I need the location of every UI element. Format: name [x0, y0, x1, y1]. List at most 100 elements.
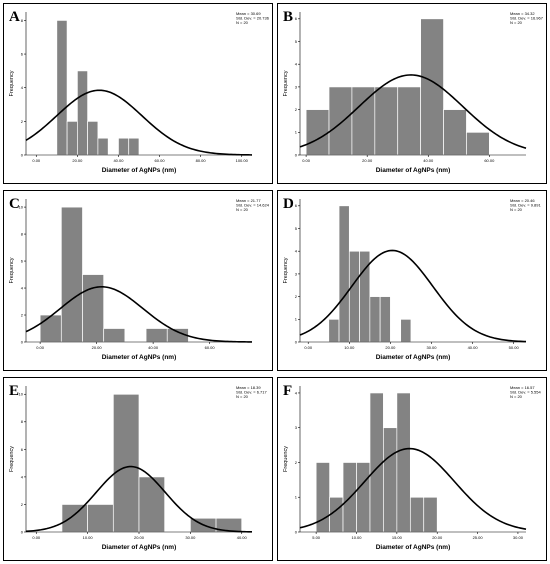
histogram-bar	[56, 20, 68, 156]
y-axis-label: Frequency	[9, 257, 15, 283]
histogram-e: E 0.00 10.00 20.00 30.00 40.00 0 2 4 6 8 10 Diameter…	[9, 383, 267, 551]
x-tick-label: 5.00	[312, 535, 321, 540]
histogram-bar	[97, 137, 109, 156]
y-tick-label: 8	[21, 231, 24, 236]
y-tick-label: 6	[21, 447, 24, 452]
stats-n: N = 20	[510, 394, 523, 399]
panel-label: B	[283, 9, 293, 25]
y-tick-label: 0	[21, 339, 24, 344]
y-axis-label: Frequency	[9, 70, 15, 96]
stats-mean: Mean = 16.57	[510, 385, 535, 390]
panel-label: F	[283, 383, 292, 399]
y-tick-label: 2	[295, 107, 298, 112]
normal-curve	[299, 249, 527, 343]
histogram-bar	[383, 427, 398, 533]
histogram-bar	[396, 392, 411, 533]
x-tick-label: 60.00	[484, 158, 495, 163]
y-tick-label: 8	[21, 18, 24, 23]
y-tick-label: 2	[21, 119, 24, 124]
x-tick-label: 0.00	[304, 345, 313, 350]
histogram-bar	[60, 206, 83, 343]
x-axis-label: Diameter of AgNPs (nm)	[376, 354, 451, 361]
x-axis-label: Diameter of AgNPs (nm)	[102, 167, 177, 174]
stats-mean: Mean = 30.69	[236, 11, 261, 16]
y-tick-label: 0	[295, 339, 298, 344]
stats-std-dev: Std. Dev. = 14.624	[236, 203, 270, 208]
x-tick-label: 20.00	[72, 158, 83, 163]
x-tick-label: 60.00	[205, 345, 216, 350]
x-tick-label: 20.00	[134, 535, 145, 540]
histogram-a: A 0.00 20.00 40.00 60.00 80.00 100.00 0 2 4 6 8 Diam…	[9, 9, 270, 174]
stats-mean: Mean = 34.32	[510, 11, 535, 16]
normal-curve	[299, 447, 527, 530]
histogram-bar	[374, 86, 399, 156]
stats-mean: Mean = 18.39	[236, 385, 261, 390]
histogram-bar	[112, 393, 140, 533]
histogram-bar	[138, 476, 166, 533]
stats-mean: Mean = 21.77	[236, 198, 261, 203]
histogram-bar	[351, 86, 376, 156]
y-tick-label: 1	[295, 495, 298, 500]
x-tick-label: 50.00	[509, 345, 520, 350]
stats-mean: Mean = 20.46	[510, 198, 535, 203]
x-tick-label: 0.00	[32, 535, 41, 540]
x-axis-label: Diameter of AgNPs (nm)	[376, 544, 451, 551]
x-tick-label: 0.00	[302, 158, 311, 163]
y-tick-label: 0	[21, 529, 24, 534]
chart-panel-f: F 5.00 10.00 15.00 20.00 25.00 30.00 0 1 2 3 4 Diame…	[277, 377, 547, 561]
histogram-bar	[369, 296, 381, 343]
stats-n: N = 20	[236, 207, 249, 212]
normal-curve	[25, 465, 253, 533]
histogram-bar	[145, 328, 168, 343]
y-tick-label: 4	[295, 62, 298, 67]
y-tick-label: 6	[295, 203, 298, 208]
histogram-bar	[66, 121, 78, 156]
histogram-d: D 0.00 10.00 20.00 30.00 40.00 50.00 0 1 2 3 4 5 6 Dia…	[283, 196, 541, 361]
stats-std-dev: Std. Dev. = 20.736	[236, 16, 270, 21]
x-tick-label: 30.00	[513, 535, 524, 540]
histogram-bar	[103, 328, 126, 343]
y-tick-label: 2	[21, 312, 24, 317]
y-tick-label: 1	[295, 317, 298, 322]
histogram-bar	[466, 131, 490, 156]
y-tick-label: 4	[295, 390, 298, 395]
histogram-bar	[338, 205, 350, 343]
y-axis-label: Frequency	[9, 446, 15, 472]
x-tick-label: 0.00	[32, 158, 41, 163]
y-tick-label: 10	[19, 204, 24, 209]
x-tick-label: 80.00	[196, 158, 207, 163]
stats-std-dev: Std. Dev. = 5.554	[510, 390, 541, 395]
chart-panel-c: C 0.00 20.00 40.00 60.00 0 2 4 6 8 10 Diameter of A…	[3, 190, 273, 371]
histogram-bar	[118, 137, 130, 156]
x-tick-label: 25.00	[473, 535, 484, 540]
stats-n: N = 20	[236, 394, 249, 399]
histogram-bar	[423, 496, 438, 533]
histogram-bar	[128, 137, 140, 156]
y-tick-label: 4	[21, 285, 24, 290]
y-tick-label: 3	[295, 84, 298, 89]
y-tick-label: 10	[19, 392, 24, 397]
histogram-bar	[356, 462, 371, 533]
chart-panel-e: E 0.00 10.00 20.00 30.00 40.00 0 2 4 6 8 10 Diameter…	[3, 377, 273, 561]
y-tick-label: 0	[295, 152, 298, 157]
x-axis-label: Diameter of AgNPs (nm)	[102, 544, 177, 551]
histogram-f: F 5.00 10.00 15.00 20.00 25.00 30.00 0 1 2 3 4 Diame…	[283, 383, 541, 551]
histogram-bar	[443, 109, 467, 156]
x-tick-label: 40.00	[113, 158, 124, 163]
histogram-bar	[305, 109, 330, 156]
y-tick-label: 2	[295, 460, 298, 465]
panel-label: A	[9, 9, 20, 25]
chart-panel-a: A 0.00 20.00 40.00 60.00 80.00 100.00 0 2 4 6 8 Diam…	[3, 3, 273, 184]
x-axis-label: Diameter of AgNPs (nm)	[376, 167, 451, 174]
x-tick-label: 40.00	[423, 158, 434, 163]
histogram-bar	[87, 504, 114, 533]
normal-curve	[25, 89, 253, 156]
histogram-bar	[82, 274, 105, 343]
x-tick-label: 40.00	[468, 345, 479, 350]
y-tick-label: 4	[295, 249, 298, 254]
histogram-bar	[397, 86, 421, 156]
chart-panel-d: D 0.00 10.00 20.00 30.00 40.00 50.00 0 1 2 3 4 5 6 Dia…	[277, 190, 547, 371]
stats-std-dev: Std. Dev. = 16.967	[510, 16, 544, 21]
histogram-bar	[348, 250, 360, 343]
histogram-bar	[77, 70, 88, 156]
